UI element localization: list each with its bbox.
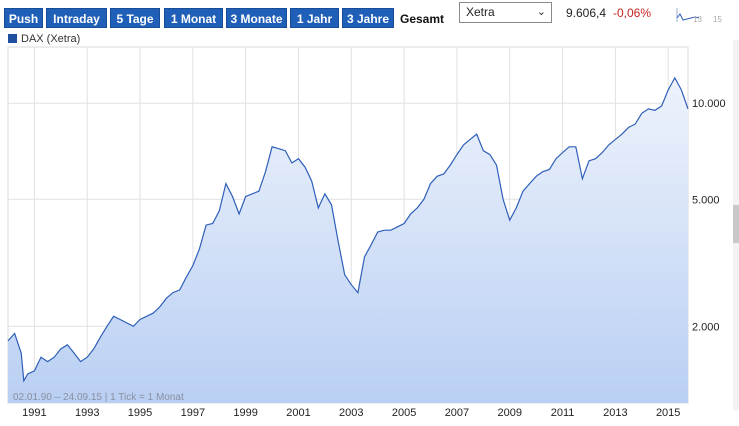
x-tick-label: 1993 xyxy=(75,407,99,419)
price-change: -0,06% xyxy=(613,6,652,20)
x-tick-label: 2011 xyxy=(551,407,575,419)
exchange-select[interactable]: Xetra ⌄ xyxy=(459,2,552,23)
mini-chart-label: 13 xyxy=(693,15,702,24)
y-tick-label: 10.000 xyxy=(692,98,726,110)
exchange-select-value: Xetra xyxy=(466,5,495,19)
chevron-down-icon: ⌄ xyxy=(536,6,546,18)
legend-swatch xyxy=(8,34,17,43)
x-tick-label: 2001 xyxy=(286,407,310,419)
x-tick-label: 1991 xyxy=(22,407,46,419)
range-button-1-monat[interactable]: 1 Monat xyxy=(164,8,223,28)
x-tick-label: 2005 xyxy=(392,407,416,419)
x-tick-label: 2003 xyxy=(339,407,363,419)
x-tick-label: 1999 xyxy=(233,407,257,419)
range-button-intraday[interactable]: Intraday xyxy=(46,8,107,28)
x-tick-label: 2015 xyxy=(656,407,680,419)
range-toolbar: Push Intraday 5 Tage 1 Monat 3 Monate 1 Jahr 3… xyxy=(4,6,739,30)
range-button-3-jahre[interactable]: 3 Jahre xyxy=(342,8,394,28)
range-button-1-jahr[interactable]: 1 Jahr xyxy=(290,8,339,28)
legend-label: DAX (Xetra) xyxy=(21,33,81,45)
range-button-push[interactable]: Push xyxy=(4,8,43,28)
mini-chart[interactable]: 13 15 xyxy=(675,6,735,24)
range-button-gesamt[interactable]: Gesamt xyxy=(396,8,448,28)
y-tick-label: 2.000 xyxy=(692,321,720,333)
y-tick-label: 5.000 xyxy=(692,194,720,206)
last-price: 9.606,4 xyxy=(566,6,607,20)
x-tick-label: 2009 xyxy=(498,407,522,419)
x-tick-label: 2007 xyxy=(445,407,469,419)
chart-info-text: 02.01.90 – 24.09.15 | 1 Tick = 1 Monat xyxy=(13,392,184,403)
series-line xyxy=(7,76,689,383)
range-button-3-monate[interactable]: 3 Monate xyxy=(226,8,287,28)
mini-chart-label: 15 xyxy=(713,15,722,24)
x-tick-label: 1995 xyxy=(128,407,152,419)
chart-legend: DAX (Xetra) xyxy=(8,33,80,45)
x-tick-label: 1997 xyxy=(181,407,205,419)
range-button-5-tage[interactable]: 5 Tage xyxy=(110,8,160,28)
scrollbar-thumb[interactable] xyxy=(733,205,739,243)
x-tick-label: 2013 xyxy=(603,407,627,419)
axis-ticks: 1991 1993 1995 1997 1999 2001 2003 2005 2007 2009… xyxy=(22,98,725,419)
series-area xyxy=(8,77,688,404)
